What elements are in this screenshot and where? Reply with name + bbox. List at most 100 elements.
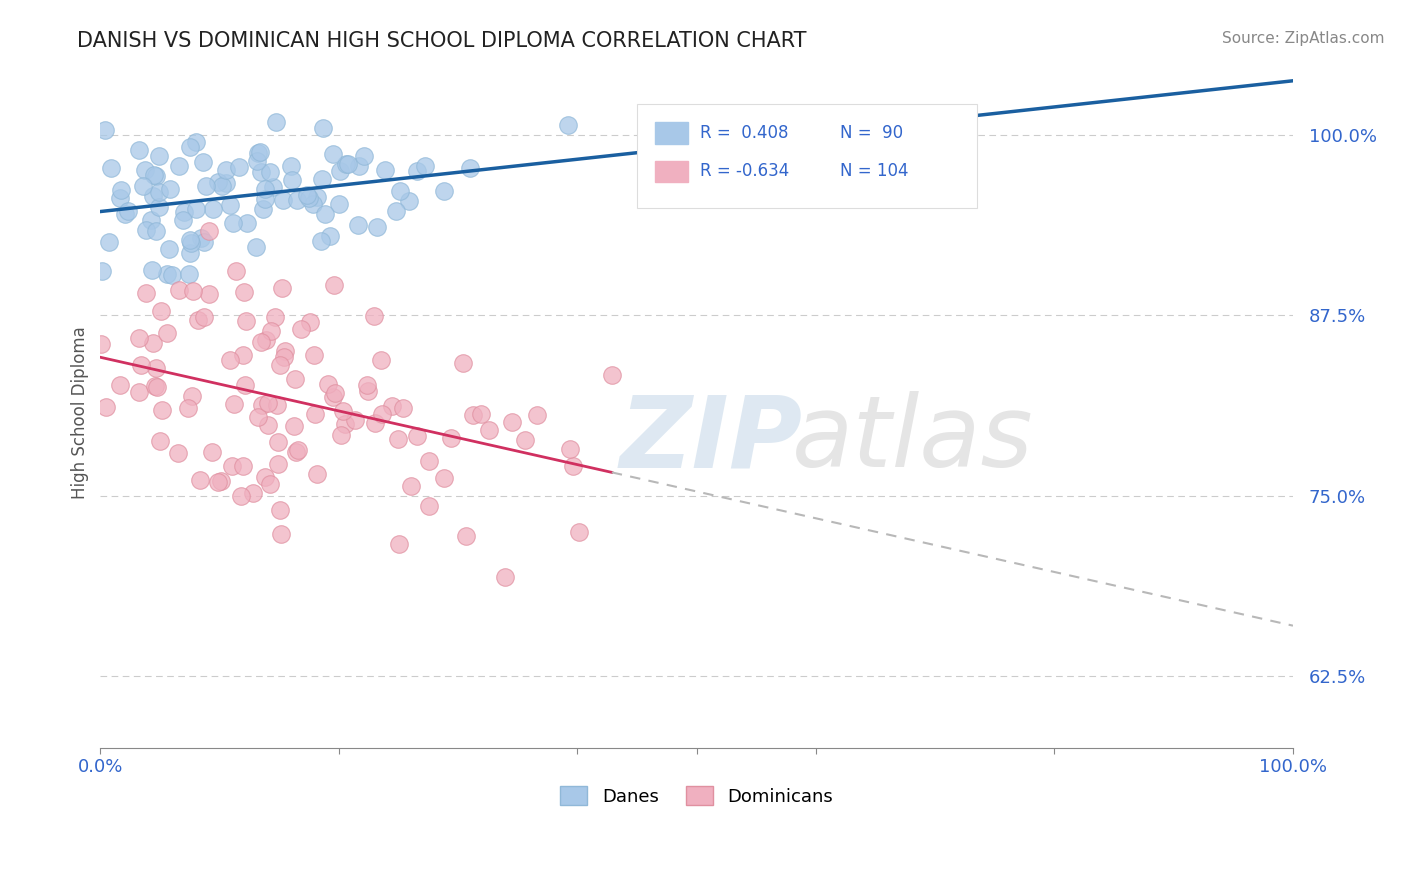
Point bbox=[356, 378, 378, 392]
Point bbox=[600, 368, 623, 382]
Point bbox=[172, 213, 194, 227]
Point bbox=[285, 193, 308, 207]
Point bbox=[128, 385, 150, 400]
Point bbox=[177, 401, 200, 416]
Point bbox=[142, 335, 165, 350]
Point bbox=[370, 352, 392, 367]
Point bbox=[246, 409, 269, 424]
Bar bbox=[655, 122, 689, 144]
Point bbox=[249, 145, 271, 160]
Point bbox=[406, 429, 429, 443]
Point bbox=[478, 423, 501, 437]
Point bbox=[269, 359, 291, 373]
Point bbox=[145, 169, 167, 183]
Point bbox=[145, 360, 167, 375]
Point bbox=[254, 333, 277, 347]
Point bbox=[271, 194, 294, 208]
Point bbox=[283, 419, 305, 434]
Point bbox=[225, 264, 247, 278]
Point bbox=[281, 173, 304, 187]
Point bbox=[273, 350, 295, 364]
Point bbox=[132, 178, 155, 193]
Point bbox=[219, 197, 242, 211]
Point bbox=[274, 343, 297, 358]
Point bbox=[328, 196, 350, 211]
Point bbox=[194, 179, 217, 194]
Point bbox=[330, 428, 353, 442]
Point bbox=[247, 146, 270, 161]
Point bbox=[186, 136, 208, 150]
Point bbox=[197, 223, 219, 237]
Point bbox=[387, 433, 409, 447]
Point bbox=[494, 570, 516, 584]
Point bbox=[316, 377, 339, 392]
Point bbox=[232, 459, 254, 474]
Point bbox=[322, 390, 344, 404]
Point bbox=[180, 388, 202, 402]
Point bbox=[221, 458, 243, 473]
Point bbox=[381, 399, 404, 413]
Point bbox=[392, 401, 415, 415]
Point bbox=[97, 235, 120, 249]
Point bbox=[311, 172, 333, 186]
Point bbox=[562, 458, 585, 473]
Point bbox=[250, 398, 273, 412]
Point bbox=[188, 473, 211, 487]
Point bbox=[461, 408, 484, 422]
Point bbox=[259, 476, 281, 491]
Point bbox=[371, 407, 394, 421]
Point bbox=[214, 163, 236, 178]
Point bbox=[128, 331, 150, 345]
Point bbox=[148, 149, 170, 163]
Point bbox=[311, 120, 333, 135]
Point bbox=[173, 205, 195, 219]
Point bbox=[366, 219, 388, 234]
Point bbox=[319, 228, 342, 243]
Point bbox=[302, 197, 325, 211]
Point bbox=[253, 182, 276, 196]
Point bbox=[108, 191, 131, 205]
Point bbox=[143, 379, 166, 393]
Point bbox=[222, 216, 245, 230]
Point bbox=[290, 322, 312, 336]
Point bbox=[157, 242, 180, 256]
Point bbox=[117, 203, 139, 218]
Point bbox=[323, 278, 346, 293]
Point bbox=[406, 163, 429, 178]
Point bbox=[307, 467, 329, 481]
Point bbox=[343, 413, 366, 427]
Point bbox=[193, 235, 215, 249]
Point bbox=[193, 310, 215, 325]
Point bbox=[388, 537, 411, 551]
Point bbox=[384, 203, 406, 218]
Point bbox=[141, 263, 163, 277]
Point bbox=[149, 304, 172, 318]
Point bbox=[284, 445, 307, 459]
Point bbox=[346, 218, 368, 232]
Point bbox=[146, 380, 169, 394]
Point bbox=[315, 207, 337, 221]
Point bbox=[145, 224, 167, 238]
Point bbox=[167, 159, 190, 173]
Point bbox=[159, 182, 181, 196]
Text: atlas: atlas bbox=[792, 391, 1033, 488]
Point bbox=[263, 310, 285, 325]
Point bbox=[110, 183, 132, 197]
Point bbox=[287, 443, 309, 458]
Text: R = -0.634: R = -0.634 bbox=[700, 162, 790, 180]
Point bbox=[460, 161, 482, 175]
Point bbox=[254, 470, 277, 484]
Point bbox=[142, 188, 165, 202]
Point bbox=[332, 403, 354, 417]
Point bbox=[454, 529, 477, 543]
Point bbox=[364, 417, 387, 431]
Point bbox=[262, 179, 284, 194]
Point bbox=[418, 499, 440, 513]
Point bbox=[235, 314, 257, 328]
Point bbox=[179, 140, 201, 154]
Point bbox=[184, 202, 207, 216]
Point bbox=[148, 200, 170, 214]
Point bbox=[267, 458, 290, 472]
Point bbox=[135, 223, 157, 237]
Point bbox=[558, 442, 581, 456]
